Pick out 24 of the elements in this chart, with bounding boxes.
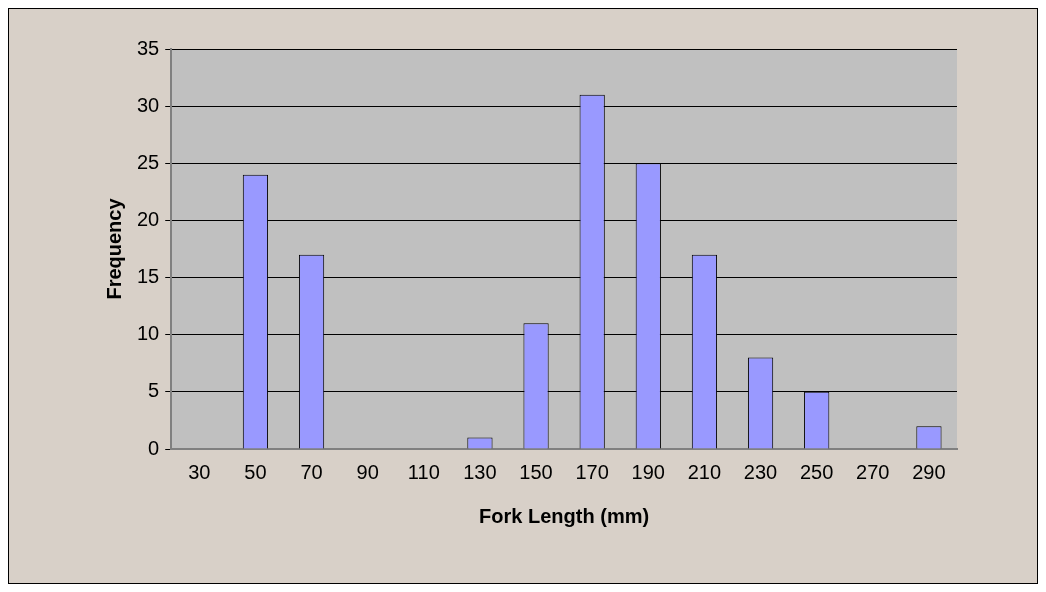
x-tick-label: 50 xyxy=(244,460,267,483)
x-tick-label: 110 xyxy=(407,460,440,483)
x-tick-label: 270 xyxy=(856,460,890,483)
x-tick-label: 150 xyxy=(519,460,553,483)
x-tick-label: 70 xyxy=(300,460,323,483)
x-tick-label: 250 xyxy=(800,460,834,483)
x-tick-label: 230 xyxy=(743,460,778,483)
x-axis-title: Fork Length (mm) xyxy=(479,504,650,527)
y-tick-label: 10 xyxy=(137,322,160,345)
x-tick-label: 30 xyxy=(188,460,211,483)
x-tick-label: 130 xyxy=(463,460,497,483)
y-tick-label: 0 xyxy=(148,436,160,459)
y-tick-label: 35 xyxy=(137,36,160,59)
x-tick-label: 190 xyxy=(631,460,665,483)
x-tick-label: 170 xyxy=(575,460,609,483)
y-axis-title: Frequency xyxy=(102,197,125,300)
y-tick-label: 20 xyxy=(137,207,160,230)
y-tick-label: 5 xyxy=(148,379,160,402)
x-tick-label: 290 xyxy=(912,460,946,483)
x-tick-label: 210 xyxy=(687,460,722,483)
y-tick-label: 30 xyxy=(137,93,160,116)
x-tick-label: 90 xyxy=(356,460,379,483)
y-tick-label: 25 xyxy=(137,150,160,173)
y-tick-label: 15 xyxy=(137,265,160,288)
